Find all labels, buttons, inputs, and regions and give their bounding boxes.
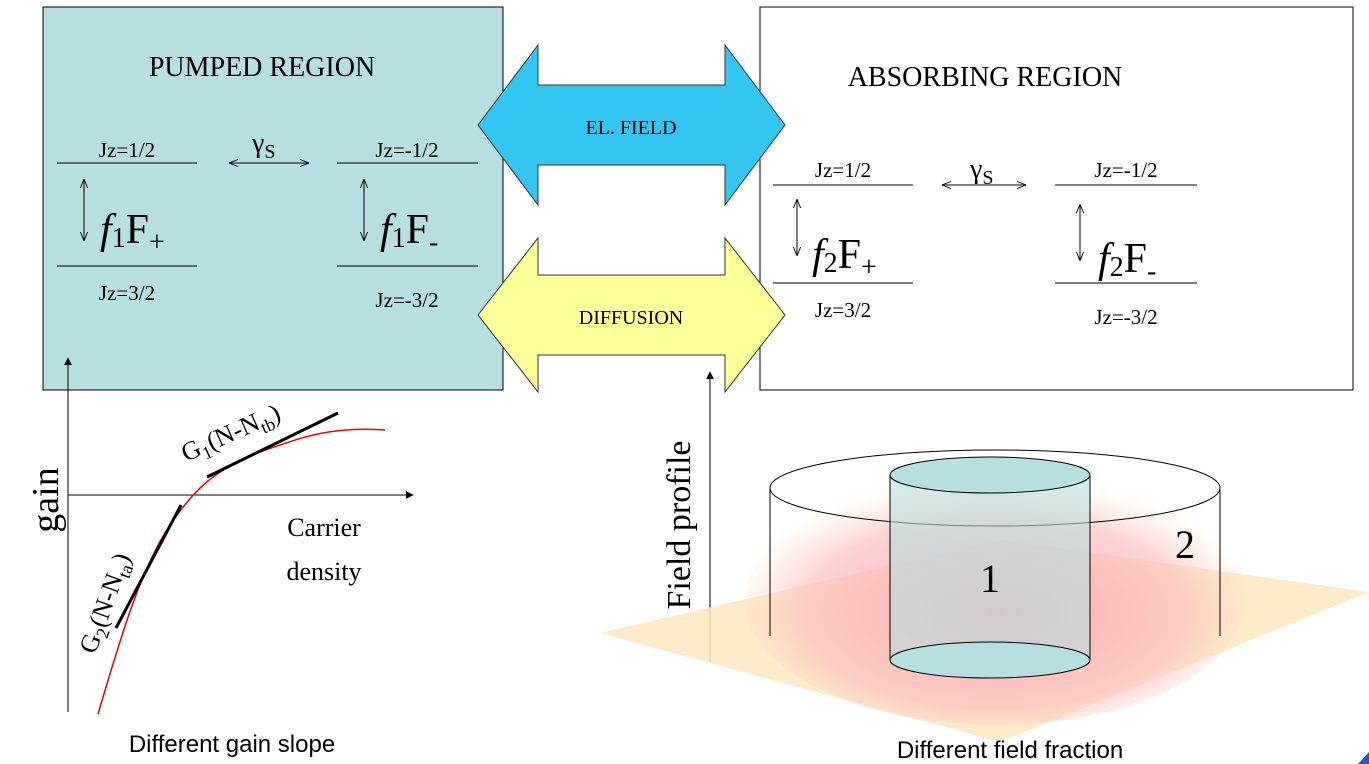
arrow-label: EL. FIELD — [585, 117, 676, 139]
diagram: EL. FIELD DIFFUSION PUMPED REGION Jz=1/2… — [0, 0, 1369, 764]
inner-cylinder-bottom — [890, 642, 1090, 678]
symbol: F — [406, 207, 429, 253]
arrow-label: DIFFUSION — [579, 307, 683, 329]
expression: (N-N — [202, 407, 264, 456]
corner-icon — [1358, 752, 1369, 764]
expression: (N-N — [83, 569, 129, 631]
symbol: F — [838, 232, 861, 278]
subscript: 2 — [1110, 252, 1124, 283]
symbol: F — [126, 207, 149, 253]
subscript: + — [149, 227, 165, 258]
level-label: Jz=-3/2 — [1094, 305, 1157, 329]
level-label: Jz=1/2 — [815, 158, 871, 182]
subscript: 1 — [392, 223, 406, 254]
subscript: S — [982, 167, 993, 189]
level-label: Jz=3/2 — [99, 281, 155, 305]
axis-label: gain — [25, 467, 67, 532]
subscript: 1 — [112, 223, 126, 254]
region-title: ABSORBING REGION — [848, 62, 1123, 93]
subscript: 2 — [824, 248, 838, 279]
axis-label: Carrier — [287, 513, 361, 542]
level-label: Jz=-3/2 — [375, 288, 438, 312]
axis-label: Field profile — [661, 440, 698, 609]
subscript: - — [429, 227, 438, 258]
subscript: S — [264, 141, 275, 163]
symbol: γ — [251, 128, 264, 159]
tangent-label: G1(N-Ntb) — [177, 398, 287, 471]
region-label: 1 — [980, 556, 1000, 601]
level-label: Jz=-1/2 — [375, 138, 438, 162]
inner-cylinder-top — [890, 457, 1090, 493]
region-title: PUMPED REGION — [149, 52, 375, 83]
subscript: + — [861, 252, 877, 283]
level-label: Jz=1/2 — [99, 138, 155, 162]
level-label: Jz=3/2 — [815, 298, 871, 322]
region-label: 2 — [1175, 522, 1195, 567]
symbol: F — [1124, 236, 1147, 282]
caption: Different field fraction — [897, 737, 1123, 764]
subscript: - — [1147, 256, 1156, 287]
level-label: Jz=-1/2 — [1094, 158, 1157, 182]
symbol: γ — [969, 154, 982, 185]
caption: Different gain slope — [129, 731, 335, 758]
axis-label: density — [286, 557, 361, 586]
page: EL. FIELD DIFFUSION PUMPED REGION Jz=1/2… — [0, 0, 1369, 764]
